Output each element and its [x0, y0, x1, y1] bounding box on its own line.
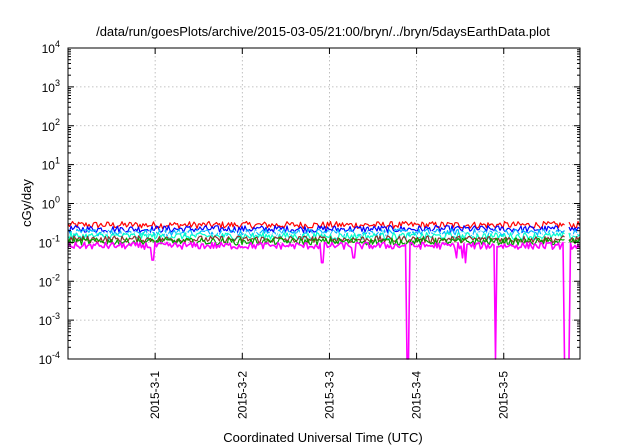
y-tick-exponent: 0	[55, 195, 60, 205]
y-tick-label: 104	[42, 39, 60, 56]
y-tick-exponent: 1	[55, 156, 60, 166]
y-tick-base: 10	[39, 275, 53, 289]
y-tick-exponent: 2	[55, 117, 60, 127]
y-tick-base: 10	[42, 198, 56, 212]
y-tick-base: 10	[39, 353, 53, 367]
y-tick-label: 10-4	[39, 350, 60, 367]
x-tick-label: 2015-3-3	[322, 371, 336, 419]
chart-title: /data/run/goesPlots/archive/2015-03-05/2…	[96, 24, 550, 39]
y-tick-label: 100	[42, 195, 60, 212]
x-axis-ticks: 2015-3-1 2015-3-2 2015-3-3 2015-3-4 2015-3-5	[148, 48, 511, 419]
series-line-0	[67, 220, 581, 230]
y-tick-base: 10	[42, 81, 56, 95]
y-tick-base: 10	[39, 236, 53, 250]
y-tick-label: 103	[42, 78, 60, 95]
x-tick-label: 2015-3-4	[410, 371, 424, 419]
x-tick-label: 2015-3-5	[497, 371, 511, 419]
plot-series	[67, 220, 581, 360]
y-tick-base: 10	[42, 120, 56, 134]
y-tick-base: 10	[39, 314, 53, 328]
y-tick-label: 102	[42, 117, 60, 134]
y-axis-label: cGy/day	[19, 179, 34, 227]
y-tick-label: 10-3	[39, 311, 60, 328]
x-tick-label: 2015-3-2	[235, 371, 249, 419]
x-axis-label: Coordinated Universal Time (UTC)	[223, 430, 422, 445]
y-tick-base: 10	[42, 42, 56, 56]
y-tick-exponent: 4	[55, 39, 60, 49]
y-tick-label: 10-2	[39, 272, 60, 289]
y-tick-exponent: -2	[52, 272, 60, 282]
y-tick-base: 10	[42, 159, 56, 173]
y-tick-exponent: -1	[52, 233, 60, 243]
y-tick-label: 10-1	[39, 233, 60, 250]
y-tick-exponent: -4	[52, 350, 60, 360]
y-tick-exponent: -3	[52, 311, 60, 321]
x-tick-label: 2015-3-1	[148, 371, 162, 419]
series-line-7	[67, 241, 581, 360]
y-tick-exponent: 3	[55, 78, 60, 88]
grid	[68, 48, 580, 359]
y-tick-label: 101	[42, 156, 60, 173]
